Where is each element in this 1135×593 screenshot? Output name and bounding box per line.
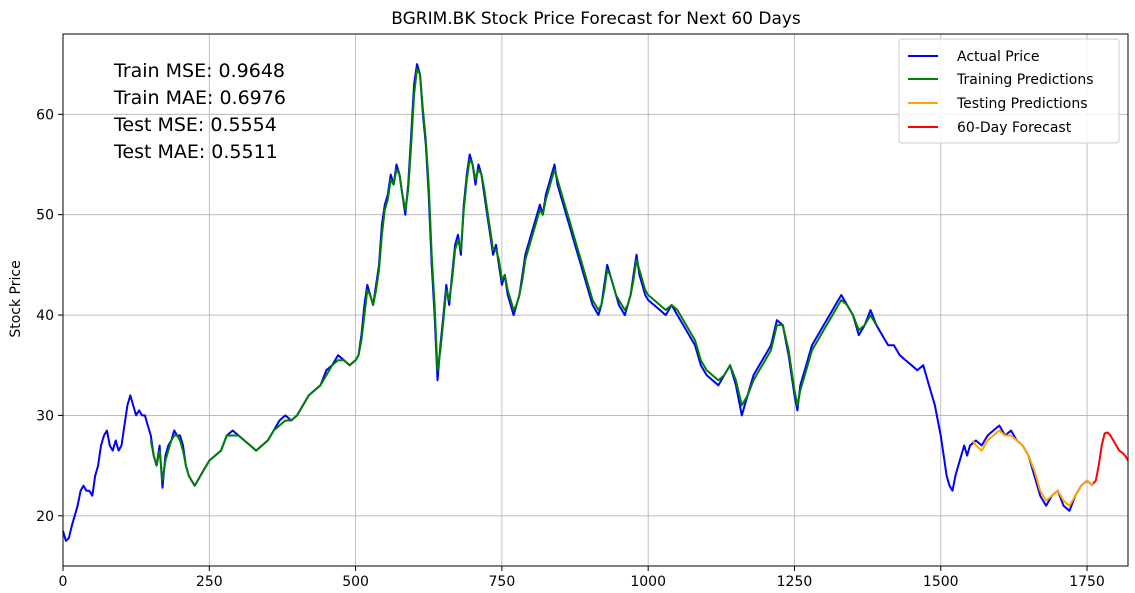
- y-tick-label: 60: [36, 107, 54, 123]
- series-line-testing-predictions: [972, 429, 1094, 507]
- y-tick-label: 40: [36, 308, 54, 324]
- x-tick-label: 1750: [1069, 574, 1105, 590]
- x-tick-label: 750: [489, 574, 516, 590]
- x-tick-label: 1250: [777, 574, 813, 590]
- x-tick-label: 500: [342, 574, 369, 590]
- series-line-60-day-forecast: [1092, 431, 1129, 485]
- y-axis-label: Stock Price: [8, 260, 24, 337]
- test-mse-text: Test MSE: 0.5554: [113, 114, 277, 136]
- legend-label-testing-predictions: Testing Predictions: [956, 96, 1088, 112]
- y-tick-label: 30: [36, 408, 54, 424]
- train-mae-text: Train MAE: 0.6976: [113, 87, 286, 109]
- train-mse-text: Train MSE: 0.9648: [113, 60, 285, 82]
- legend-box: [898, 38, 1120, 144]
- x-tick-label: 0: [59, 574, 68, 590]
- y-tick-label: 20: [36, 509, 54, 525]
- legend: Actual Price Training Predictions Testin…: [898, 38, 1120, 144]
- x-tick-label: 1500: [923, 574, 959, 590]
- metrics-annotation: Train MSE: 0.9648 Train MAE: 0.6976 Test…: [113, 60, 286, 163]
- plot-area-frame: [62, 33, 1129, 567]
- y-tick-label: 50: [36, 208, 54, 224]
- axis-ticks: 0 250 500 750 1000 1250 1500 1750 20 30 40 50 60: [36, 107, 1105, 590]
- legend-label-actual-price: Actual Price: [957, 49, 1039, 65]
- series-lines: [62, 63, 1129, 542]
- legend-label-60-day-forecast: 60-Day Forecast: [957, 120, 1072, 136]
- test-mae-text: Test MAE: 0.5511: [113, 141, 278, 163]
- x-tick-label: 1000: [630, 574, 666, 590]
- series-line-training-predictions: [149, 68, 878, 487]
- legend-label-training-predictions: Training Predictions: [956, 72, 1094, 88]
- chart-title: BGRIM.BK Stock Price Forecast for Next 6…: [391, 9, 801, 29]
- x-tick-label: 250: [196, 574, 223, 590]
